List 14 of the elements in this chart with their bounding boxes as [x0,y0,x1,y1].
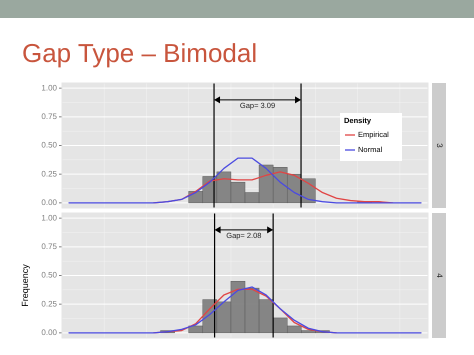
y-tick-label: 0.75 [41,242,58,251]
text: 4 [434,273,444,278]
y-tick-label: 0.25 [41,169,58,178]
y-tick-label: 1.00 [41,213,58,222]
y-tick-label: 0.75 [41,112,58,121]
y-tick-label: 0.50 [41,270,58,280]
y-tick-label: 0.50 [41,140,58,150]
y-tick-label: 0.25 [41,299,58,308]
y-tick-label: 0.00 [41,198,58,207]
y-tick-label: 0.00 [41,328,58,337]
y-axis-title: Frequency [20,264,30,307]
chart-title: Gap Type – Bimodal [22,38,258,68]
y-tick-label: 1.00 [41,83,58,92]
text: 3 [434,143,444,148]
